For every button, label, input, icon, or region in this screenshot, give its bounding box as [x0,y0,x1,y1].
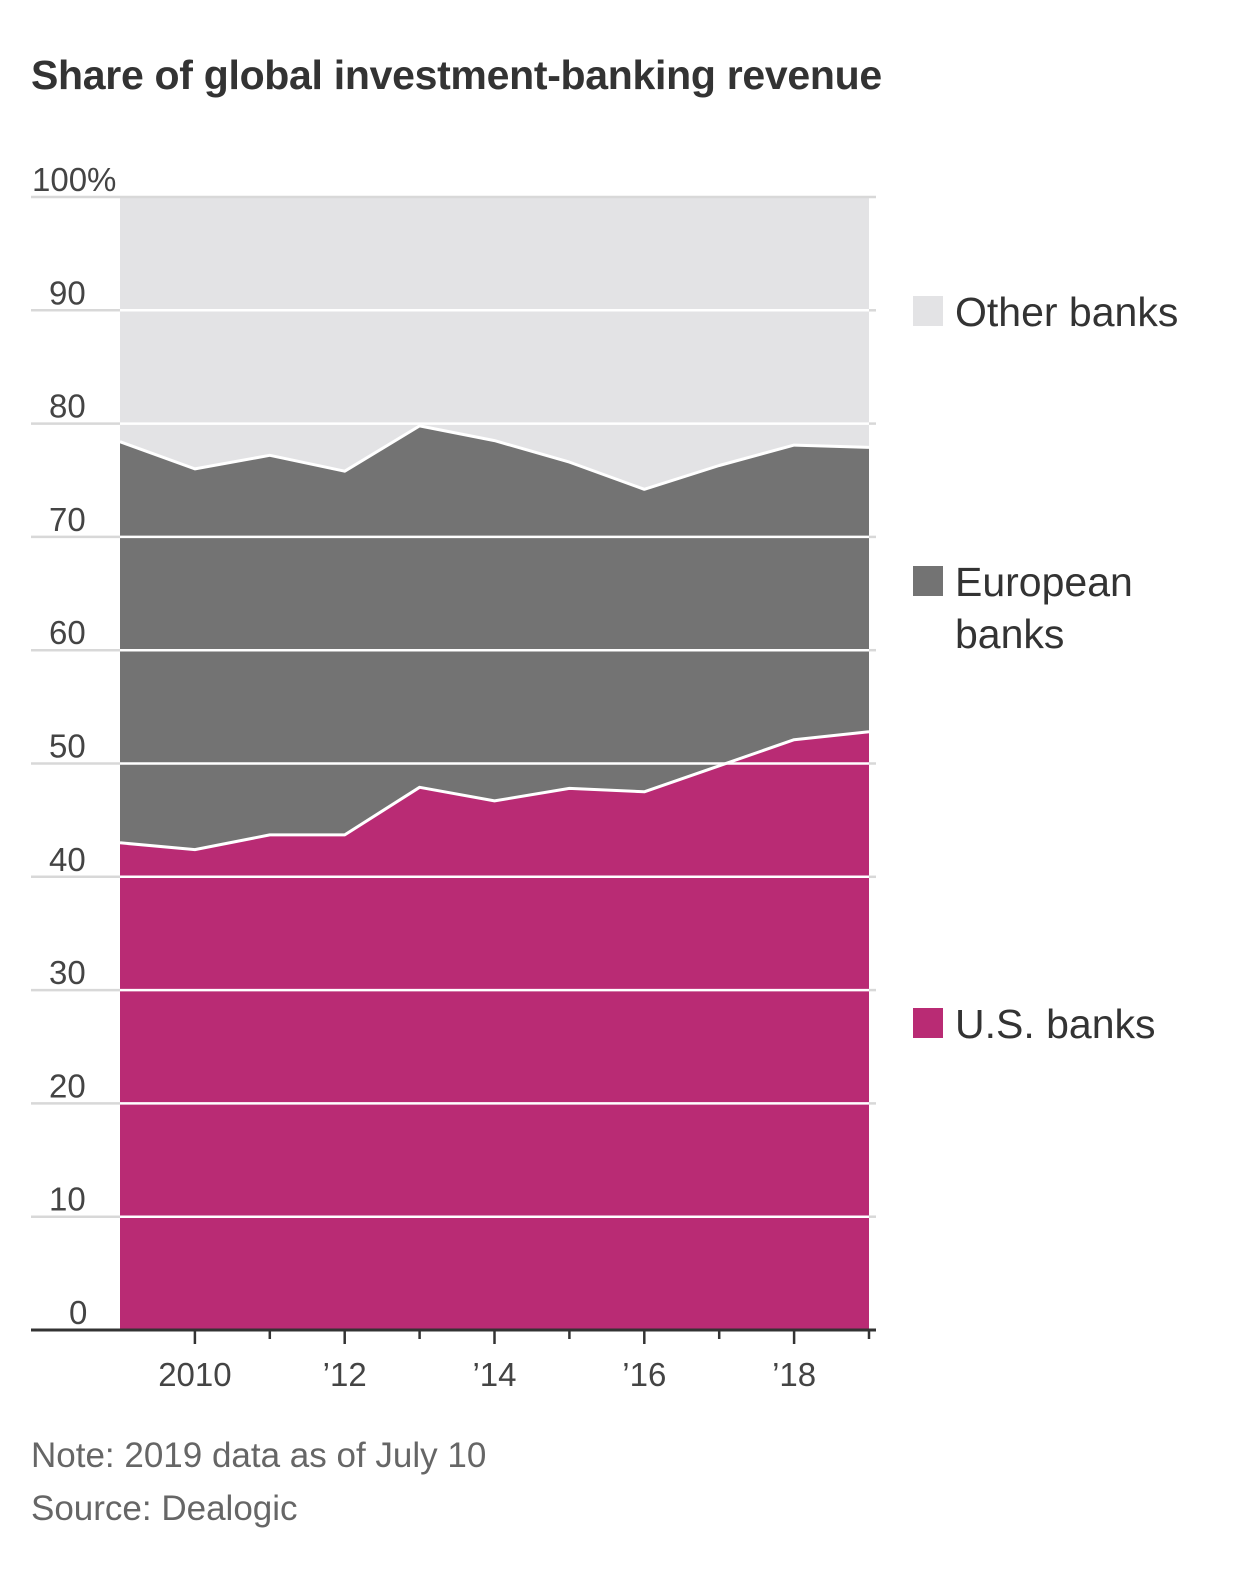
x-axis: 2010 ’12 ’14 ’16 ’18 [31,1328,876,1393]
chart-title: Share of global investment-banking reven… [31,52,882,98]
legend-swatch [913,1008,943,1038]
legend-label: European [955,559,1133,605]
legend: Other banks European banks U.S. banks [913,289,1178,1047]
y-tick-label: 10 [49,1181,86,1218]
y-tick-label: 40 [49,841,86,878]
legend-swatch [913,566,943,596]
y-tick-label: 60 [49,614,86,651]
y-tick-label: 70 [49,501,86,538]
y-tick-label: 80 [49,388,86,425]
y-tick-label: 90 [49,274,86,311]
chart-source: Source: Dealogic [31,1489,298,1528]
series-boundary-line [119,424,870,491]
gridlines [31,195,876,1218]
x-tick-label: ’18 [772,1356,816,1393]
area-other-banks [120,197,869,490]
chart-note: Note: 2019 data as of July 10 [31,1436,487,1475]
series-boundary-lines [119,424,870,852]
y-tick-label: 20 [49,1067,86,1104]
legend-label: Other banks [955,289,1178,335]
legend-label: banks [955,611,1064,657]
area-series-group [120,197,869,1330]
area-u-s-banks [120,731,869,1330]
area-european-banks [120,425,869,850]
x-tick-label: ’14 [472,1356,516,1393]
y-tick-label: 50 [49,728,86,765]
y-tick-label: 30 [49,954,86,991]
legend-label: U.S. banks [955,1001,1156,1047]
x-tick-label: ’16 [622,1356,666,1393]
series-boundary-line [119,730,870,852]
y-axis-tick-labels: 0 10 20 30 40 50 60 70 80 90 100% [32,161,116,1331]
legend-swatch [913,296,943,326]
x-tick-label: ’12 [323,1356,367,1393]
y-tick-label: 100% [32,161,116,198]
x-tick-label: 2010 [158,1356,231,1393]
y-tick-label: 0 [69,1294,87,1331]
